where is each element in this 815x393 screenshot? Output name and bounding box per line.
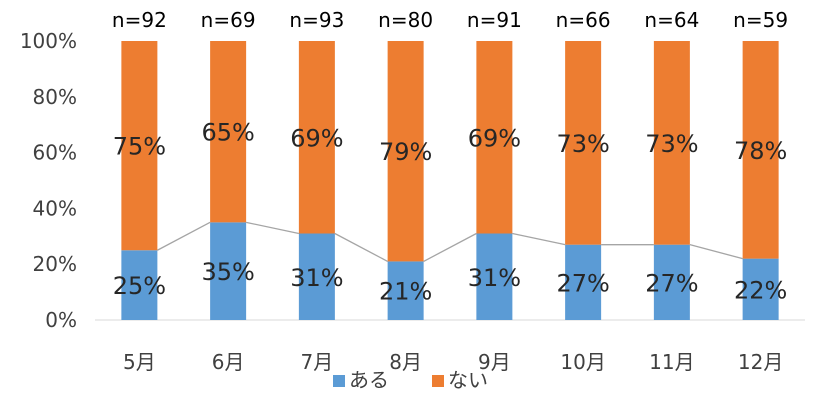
- data-label-aru: 22%: [734, 276, 787, 304]
- y-tick-label: 100%: [20, 29, 77, 53]
- x-tick-label: 7月: [301, 350, 334, 374]
- bar-segment-nai: [121, 41, 158, 251]
- plot-area: 0% 20% 40% 60% 80% 100% 25% 75% n=92 5月 35% 65% n=69…: [20, 8, 805, 374]
- series-line: [689, 244, 743, 260]
- series-line: [245, 221, 300, 235]
- series-line: [157, 221, 211, 251]
- sample-size-label: n=69: [201, 8, 256, 32]
- bar-segment-aru: [210, 222, 247, 320]
- bar-segment-aru: [298, 233, 335, 320]
- bar-segment-nai: [653, 41, 690, 245]
- data-label-aru: 35%: [201, 258, 254, 286]
- data-label-nai: 65%: [201, 119, 254, 147]
- bar-segment-aru: [742, 258, 779, 320]
- sample-size-label: n=66: [556, 8, 611, 32]
- data-label-nai: 78%: [734, 137, 787, 165]
- x-tick-label: 9月: [478, 350, 511, 374]
- sample-size-label: n=92: [112, 8, 167, 32]
- legend-label: ない: [448, 368, 488, 392]
- x-tick-label: 11月: [649, 350, 694, 374]
- x-tick-label: 5月: [123, 350, 156, 374]
- bar-segment-nai: [298, 41, 335, 234]
- bar-segment-nai: [476, 41, 513, 234]
- series-line: [423, 232, 477, 262]
- y-tick-label: 0%: [45, 308, 77, 332]
- data-label-nai: 75%: [113, 133, 166, 161]
- y-tick-label: 80%: [33, 85, 77, 109]
- x-tick-label: 12月: [738, 350, 783, 374]
- data-label-aru: 25%: [113, 272, 166, 300]
- legend-swatch: [333, 375, 345, 387]
- bar-segment-aru: [653, 244, 690, 320]
- data-label-nai: 79%: [379, 138, 432, 166]
- data-label-aru: 27%: [645, 269, 698, 297]
- bar-segment-nai: [210, 41, 247, 223]
- y-tick-label: 60%: [33, 141, 77, 165]
- sample-size-label: n=59: [733, 8, 788, 32]
- sample-size-label: n=80: [378, 8, 433, 32]
- sample-size-label: n=91: [467, 8, 522, 32]
- x-tick-label: 8月: [389, 350, 422, 374]
- bar-segment-aru: [476, 233, 513, 320]
- bar-segment-nai: [742, 41, 779, 259]
- data-label-aru: 21%: [379, 278, 432, 306]
- y-tick-label: 40%: [33, 196, 77, 220]
- x-tick-label: 10月: [560, 350, 605, 374]
- bar-segment-aru: [387, 261, 424, 320]
- data-label-aru: 31%: [468, 264, 521, 292]
- bar-segment-nai: [565, 41, 602, 245]
- series-line: [512, 232, 566, 246]
- bar-segment-aru: [121, 250, 158, 320]
- sample-size-label: n=64: [644, 8, 699, 32]
- legend-swatch: [432, 375, 444, 387]
- data-label-nai: 69%: [468, 124, 521, 152]
- data-label-nai: 73%: [556, 130, 609, 158]
- data-label-nai: 69%: [290, 124, 343, 152]
- bar-segment-aru: [565, 244, 602, 320]
- data-label-aru: 27%: [556, 269, 609, 297]
- series-line: [334, 232, 388, 262]
- x-tick-label: 6月: [212, 350, 245, 374]
- data-label-aru: 31%: [290, 264, 343, 292]
- bar-segment-nai: [387, 41, 424, 262]
- legend: ある ない: [333, 368, 488, 392]
- data-label-nai: 73%: [645, 130, 698, 158]
- sample-size-label: n=93: [289, 8, 344, 32]
- legend-label: ある: [349, 368, 389, 392]
- y-tick-label: 20%: [33, 252, 77, 276]
